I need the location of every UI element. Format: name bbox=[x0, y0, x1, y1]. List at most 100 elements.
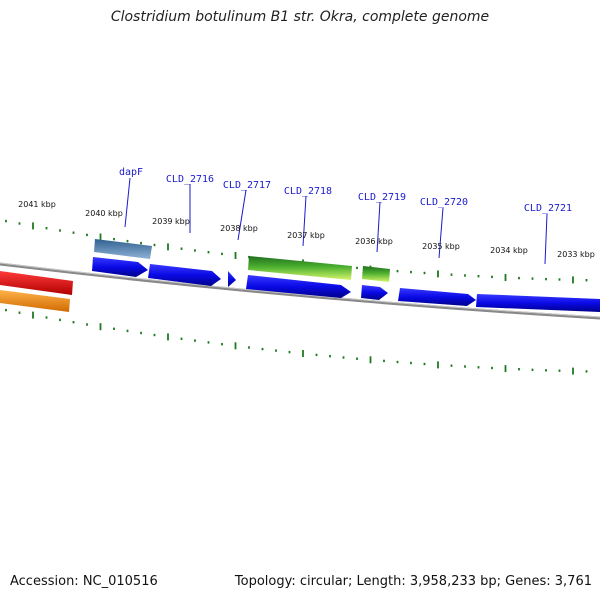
gene-label-dapF[interactable]: dapF bbox=[119, 167, 143, 178]
scale-minor-tick bbox=[180, 337, 183, 340]
scale-minor-tick bbox=[518, 276, 520, 280]
cds-CLD-2718[interactable] bbox=[246, 275, 351, 298]
scale-minor-tick bbox=[545, 277, 547, 281]
kbp-label-2036: 2036 kbp bbox=[355, 237, 393, 246]
genome-backbone bbox=[0, 262, 600, 320]
scale-minor-tick bbox=[86, 323, 88, 326]
kbp-label-2035: 2035 kbp bbox=[422, 242, 460, 251]
scale-minor-tick bbox=[450, 364, 453, 367]
scale-minor-tick bbox=[126, 239, 129, 243]
scale-minor-tick bbox=[207, 341, 210, 344]
scale-minor-tick bbox=[315, 353, 318, 357]
genome-title: Clostridium botulinum B1 str. Okra, comp… bbox=[110, 9, 490, 25]
scale-minor-tick bbox=[113, 327, 115, 330]
scale-minor-tick bbox=[126, 329, 129, 333]
scale-minor-tick bbox=[207, 251, 210, 254]
scale-minor-tick bbox=[423, 271, 426, 275]
scale-minor-tick bbox=[18, 222, 21, 225]
cds-CLD-2716[interactable] bbox=[148, 264, 221, 286]
scale-minor-tick bbox=[140, 241, 142, 245]
gene-label-CLD-2721[interactable]: CLD_2721 bbox=[524, 203, 572, 214]
scale-minor-tick bbox=[275, 349, 277, 352]
scale-minor-tick bbox=[140, 331, 142, 335]
gene-label-CLD-2720[interactable]: CLD_2720 bbox=[420, 197, 468, 208]
scale-minor-tick bbox=[491, 275, 493, 279]
cds-dapF[interactable] bbox=[92, 257, 148, 277]
scale-minor-tick bbox=[464, 274, 466, 277]
cds-CLD-2717[interactable] bbox=[228, 271, 236, 287]
rrna-orange-feature[interactable] bbox=[0, 290, 70, 312]
kbp-label-2038: 2038 kbp bbox=[220, 224, 258, 233]
scale-major-tick bbox=[167, 243, 169, 251]
kbp-label-2034: 2034 kbp bbox=[490, 246, 528, 255]
scale-minor-tick bbox=[491, 366, 493, 370]
scale-major-tick bbox=[437, 270, 439, 278]
scale-minor-tick bbox=[342, 356, 345, 359]
rrna-red-feature[interactable] bbox=[0, 271, 73, 295]
cds-CLD-2719[interactable] bbox=[361, 285, 388, 300]
cds-CLD-2721[interactable] bbox=[476, 294, 600, 312]
scale-minor-tick bbox=[248, 346, 250, 349]
scale-major-tick bbox=[302, 350, 304, 357]
scale-minor-tick bbox=[45, 316, 48, 319]
scale-minor-tick bbox=[194, 249, 196, 252]
scale-minor-tick bbox=[518, 368, 520, 371]
gene-label-CLD-2716[interactable]: CLD_2716 bbox=[166, 174, 214, 185]
scale-major-tick bbox=[504, 274, 507, 281]
scale-minor-tick bbox=[450, 273, 453, 276]
scale-minor-tick bbox=[531, 277, 534, 280]
scale-minor-tick bbox=[72, 231, 75, 234]
steel-feature[interactable] bbox=[94, 239, 152, 259]
gene-label-CLD-2717[interactable]: CLD_2717 bbox=[223, 180, 271, 191]
scale-minor-tick bbox=[153, 243, 156, 247]
inner-scale-ticks bbox=[5, 308, 588, 375]
gene-label-CLD-2718[interactable]: CLD_2718 bbox=[284, 186, 332, 197]
scale-minor-tick bbox=[261, 347, 264, 351]
scale-minor-tick bbox=[221, 343, 223, 346]
scale-minor-tick bbox=[585, 370, 588, 373]
scale-minor-tick bbox=[545, 369, 547, 372]
scale-major-tick bbox=[572, 276, 574, 284]
scale-major-tick bbox=[99, 323, 102, 331]
scale-minor-tick bbox=[410, 361, 412, 365]
scale-major-tick bbox=[504, 365, 507, 373]
scale-minor-tick bbox=[585, 279, 588, 282]
gene-label-CLD-2719[interactable]: CLD_2719 bbox=[358, 192, 406, 203]
scale-minor-tick bbox=[396, 269, 399, 273]
scale-minor-tick bbox=[59, 318, 61, 322]
scale-minor-tick bbox=[531, 368, 534, 371]
scale-major-tick bbox=[167, 333, 169, 341]
scale-major-tick bbox=[234, 252, 237, 259]
scale-minor-tick bbox=[356, 266, 358, 270]
scale-minor-tick bbox=[72, 321, 75, 324]
scale-minor-tick bbox=[288, 350, 291, 354]
scale-major-tick bbox=[32, 311, 34, 319]
scale-minor-tick bbox=[329, 355, 331, 358]
scale-minor-tick bbox=[86, 233, 88, 237]
scale-major-tick bbox=[99, 233, 102, 241]
kbp-label-2033: 2033 kbp bbox=[557, 250, 595, 259]
scale-major-tick bbox=[234, 342, 237, 350]
scale-minor-tick bbox=[477, 275, 480, 278]
scale-minor-tick bbox=[477, 366, 480, 369]
green-feature-2[interactable] bbox=[362, 266, 390, 282]
scale-minor-tick bbox=[464, 365, 466, 368]
kbp-label-2041: 2041 kbp bbox=[18, 200, 56, 209]
scale-minor-tick bbox=[221, 252, 223, 256]
cds-CLD-2720[interactable] bbox=[398, 288, 476, 306]
scale-minor-tick bbox=[5, 219, 7, 223]
scale-minor-tick bbox=[396, 360, 399, 364]
topology-summary: Topology: circular; Length: 3,958,233 bp… bbox=[234, 574, 592, 589]
green-feature-1[interactable] bbox=[248, 256, 352, 280]
scale-minor-tick bbox=[180, 247, 183, 250]
scale-major-tick bbox=[369, 356, 372, 364]
scale-minor-tick bbox=[383, 359, 385, 363]
scale-minor-tick bbox=[423, 362, 426, 366]
scale-minor-tick bbox=[356, 357, 358, 360]
scale-minor-tick bbox=[558, 369, 561, 372]
kbp-label-2037: 2037 kbp bbox=[287, 231, 325, 240]
scale-minor-tick bbox=[194, 339, 196, 342]
genome-backbone-highlight bbox=[0, 262, 600, 318]
accession-label: Accession: NC_010516 bbox=[10, 574, 158, 589]
